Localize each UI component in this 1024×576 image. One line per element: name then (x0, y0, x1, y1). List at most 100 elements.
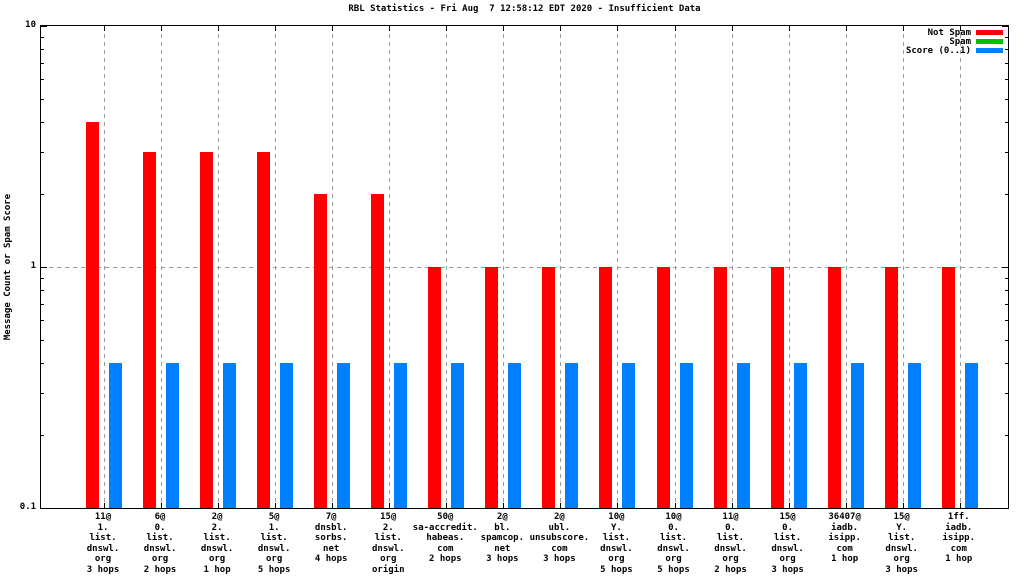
x-category-label-line: 1 hop (945, 554, 973, 564)
x-tick (845, 26, 847, 31)
x-category-label: 15@ 0. list. dnswl. org 3 hops (733, 512, 843, 575)
bar-not-spam (200, 152, 214, 508)
x-category-label-line: 5 hops (657, 564, 690, 575)
y-tick-minor (1005, 435, 1008, 436)
y-tick-minor (1005, 152, 1008, 153)
x-category-label-line: net (323, 543, 340, 554)
y-tick-minor (41, 393, 44, 394)
x-category-label-line: list. (374, 533, 402, 543)
x-category-label-line: 4 hops (314, 554, 348, 564)
y-tick-minor (41, 194, 44, 195)
bar-not-spam (428, 267, 442, 508)
x-category-label-line: 36407@ (828, 512, 861, 522)
x-category-label-line: 0. (782, 522, 794, 533)
legend-item: Score (0..1) (906, 46, 1003, 56)
y-tick-minor (41, 99, 44, 100)
x-tick (731, 26, 733, 31)
x-category-label-line: 5@ (268, 512, 280, 522)
bar-not-spam (770, 267, 784, 508)
x-tick (674, 503, 676, 508)
x-category-label-line: dnsbl. (314, 522, 348, 533)
x-category-label-line: 3 hops (885, 564, 918, 575)
x-category-label-line: list. (602, 533, 630, 543)
bar-not-spam (143, 152, 157, 508)
bar-not-spam (713, 267, 727, 508)
x-category-label-line: 7@ (325, 512, 337, 522)
bar-score-0-1 (451, 362, 465, 508)
y-tick-major (1002, 26, 1008, 27)
bar-not-spam (485, 267, 499, 508)
x-tick (503, 503, 505, 508)
y-tick-minor (1005, 363, 1008, 364)
bar-score-0-1 (964, 362, 978, 508)
y-tick-minor (41, 63, 44, 64)
x-category-label-line: 3 hops (543, 554, 576, 564)
x-category-label-line: dnswl. (200, 543, 234, 554)
y-tick-minor (1005, 99, 1008, 100)
y-tick-minor (41, 320, 44, 321)
x-category-label-line: 1. (97, 522, 109, 533)
x-category-label-line: 5 hops (600, 564, 633, 575)
bar-score-0-1 (565, 362, 579, 508)
bar-not-spam (827, 267, 841, 508)
x-category-label-line: Y. (896, 522, 908, 533)
x-category-label-line: bl. (494, 522, 511, 533)
x-tick (617, 503, 619, 508)
x-category-label-line: 10@ (608, 512, 625, 522)
bar-not-spam (314, 194, 328, 508)
y-tick-minor (1005, 79, 1008, 80)
x-category-label-line: com (950, 543, 967, 554)
x-category-label-line: 1. (268, 522, 280, 533)
bar-score-0-1 (622, 362, 636, 508)
x-category-label-line: habeas. (426, 533, 465, 543)
legend-swatch (976, 48, 1003, 53)
x-category-label: 2@ 2. list. dnswl. org 1 hop (162, 512, 272, 575)
bar-not-spam (542, 267, 556, 508)
x-tick (731, 503, 733, 508)
x-category-label: 15@ 2. list. dnswl. org origin (333, 512, 443, 575)
x-category-label-line: 11@ (722, 512, 739, 522)
x-tick (104, 503, 105, 508)
x-category-label-line: dnswl. (143, 543, 177, 554)
x-category-label: 2@ ubl. unsubscore. com 3 hops (504, 512, 614, 565)
x-category-label: 11@ 0. list. dnswl. org 2 hops (676, 512, 786, 575)
y-tick-label: 1 (30, 261, 36, 271)
y-tick-minor (1005, 304, 1008, 305)
x-category-label: 36407@ iadb. isipp. com 1 hop (790, 512, 900, 565)
x-tick (332, 26, 334, 31)
x-category-label-line: dnswl. (885, 543, 918, 554)
x-category-label-line: isipp. (942, 533, 975, 543)
legend-item: Spam (906, 37, 1003, 47)
y-tick-minor (41, 79, 44, 80)
x-tick (446, 26, 448, 31)
x-category-label-line: org (151, 554, 169, 564)
x-category-label-line: sa-accredit. (412, 522, 478, 533)
y-tick-minor (1005, 63, 1008, 64)
gridline-value-1 (41, 267, 1008, 268)
x-category-label-line: org (779, 554, 796, 564)
x-category-label-line: iadb. (831, 522, 859, 533)
bar-score-0-1 (109, 362, 122, 508)
x-category-label-line: net (494, 543, 511, 554)
x-category-label-line: 2 hops (143, 564, 177, 575)
y-tick-minor (41, 122, 44, 123)
y-tick-major (1002, 508, 1008, 509)
x-category-label-line: 50@ (437, 512, 454, 522)
bar-score-0-1 (166, 362, 180, 508)
x-tick (218, 26, 220, 31)
y-tick-major (41, 26, 47, 27)
bar-score-0-1 (508, 362, 522, 508)
x-tick (560, 503, 562, 508)
x-category-label-line: list. (888, 533, 916, 543)
y-tick-label: 10 (25, 20, 36, 30)
x-category-label-line: list. (203, 533, 231, 543)
x-category-label-line: org (94, 554, 112, 564)
y-tick-minor (1005, 320, 1008, 321)
x-category-label-line: org (266, 554, 283, 564)
y-tick-minor (1005, 290, 1008, 291)
x-category-label-line: 0. (668, 522, 679, 533)
x-category-label-line: dnswl. (86, 543, 120, 554)
x-category-label-line: dnswl. (657, 543, 690, 554)
x-tick (788, 26, 790, 31)
x-category-label-line: list. (717, 533, 745, 543)
